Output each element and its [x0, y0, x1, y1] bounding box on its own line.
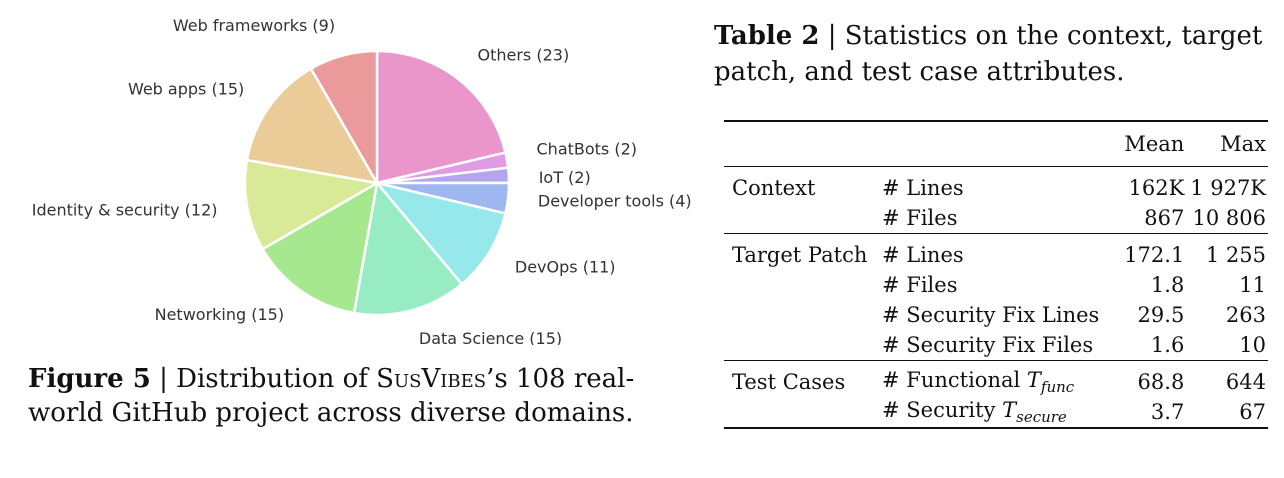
- cell-group: [724, 203, 882, 234]
- pie-slice: [375, 49, 507, 185]
- pie-slice-label: Data Science (15): [419, 329, 562, 345]
- test-set-symbol-subscript: func: [1040, 378, 1075, 397]
- cell-mean: 3.7: [1150, 400, 1185, 424]
- cell-max: 263: [1225, 303, 1266, 327]
- cell-mean: 29.5: [1137, 303, 1185, 327]
- cell-max: 10 806: [1192, 206, 1266, 230]
- cell-group: [724, 300, 882, 330]
- cell-attr: # Security Fix Lines: [882, 303, 1100, 327]
- table-header-row: Mean Max: [724, 121, 1268, 167]
- cell-group: [724, 270, 882, 300]
- pie-slice: [309, 49, 379, 185]
- pie-slice: [243, 158, 379, 251]
- cell-mean: 68.8: [1099, 360, 1185, 397]
- figure-5-caption-sep: | Distribution of: [150, 364, 377, 394]
- cell-max: 10: [1239, 333, 1266, 357]
- pie-slice: [245, 67, 379, 185]
- test-set-symbol-subscript: secure: [1016, 408, 1067, 427]
- cell-max: 11: [1239, 273, 1266, 297]
- cell-attr: # Files: [882, 206, 958, 230]
- cell-mean: 162K: [1099, 166, 1185, 203]
- test-set-symbol-letter: T: [1026, 367, 1041, 392]
- cell-mean: 867: [1144, 206, 1185, 230]
- table-row: Context # Lines 162K 1 927K: [724, 166, 1268, 203]
- cell-mean: 1.8: [1150, 273, 1185, 297]
- pie-slice: [261, 181, 379, 315]
- test-set-symbol-letter: T: [1002, 397, 1017, 422]
- cell-group: Context: [724, 166, 882, 203]
- figure-5-caption: Figure 5 | Distribution of SusVibes’s 10…: [28, 362, 698, 430]
- table-2-caption-text: | Statistics on the context, target patc…: [714, 21, 1263, 87]
- table-row: Target Patch # Lines 172.1 1 255: [724, 233, 1268, 270]
- pie-slice: [352, 181, 464, 317]
- pie-slice: [375, 181, 507, 286]
- table-2-caption: Table 2 | Statistics on the context, tar…: [714, 18, 1274, 90]
- cell-attr: # Lines: [882, 233, 1100, 270]
- cell-attr: # Security Tsecure: [882, 397, 1099, 428]
- pie-slice-label: Others (23): [478, 45, 570, 64]
- table-2-label: Table 2: [714, 21, 820, 51]
- cell-attr: # Lines: [882, 166, 1100, 203]
- cell-group: [724, 330, 882, 361]
- cell-mean: 172.1: [1099, 233, 1185, 270]
- cell-max: 644: [1184, 360, 1268, 397]
- test-set-symbol: Tsecure: [1002, 397, 1067, 426]
- cell-attr: # Functional Tfunc: [882, 360, 1100, 397]
- test-set-symbol: Tfunc: [1026, 367, 1074, 396]
- header-cell-attr: [882, 121, 1099, 167]
- pie-slice-label: Identity & security (12): [32, 201, 218, 220]
- header-cell-group: [724, 121, 882, 167]
- table-row: Test Cases # Functional Tfunc 68.8 644: [724, 360, 1268, 397]
- pie-slice-label: Web frameworks (9): [173, 16, 335, 35]
- cell-group: Target Patch: [724, 233, 882, 270]
- figure-5-caption-name: SusVibes: [376, 364, 487, 394]
- table-row: # Files 1.8 11: [724, 270, 1268, 300]
- header-cell-max: Max: [1220, 132, 1266, 156]
- cell-attr-text: # Security: [882, 397, 1003, 422]
- pie-slice-label: ChatBots (2): [537, 139, 638, 158]
- table-2-statistics: Mean Max Context # Lines 162K 1 927K # F…: [724, 120, 1268, 429]
- cell-attr: # Security Fix Files: [882, 333, 1094, 357]
- cell-mean: 1.6: [1150, 333, 1185, 357]
- figure-5-label: Figure 5: [28, 364, 151, 394]
- pie-chart-svg: Others (23) ChatBots (2) IoT (2) Developer …: [32, 16, 692, 345]
- pie-slice-label: Networking (15): [155, 305, 284, 324]
- pie-slice-label: IoT (2): [539, 168, 591, 187]
- table-row: # Files 867 10 806: [724, 203, 1268, 234]
- cell-group: Test Cases: [724, 360, 882, 397]
- figure-5-caption-rest: ’s 108 real-world GitHub project across …: [28, 364, 635, 428]
- cell-max: 1 255: [1184, 233, 1268, 270]
- table-row: # Security Tsecure 3.7 67: [724, 397, 1268, 428]
- cell-max: 1 927K: [1184, 166, 1268, 203]
- pie-slice-label: Web apps (15): [128, 80, 244, 99]
- cell-max: 67: [1239, 400, 1266, 424]
- header-cell-mean: Mean: [1124, 132, 1185, 156]
- cell-attr: # Files: [882, 273, 958, 297]
- table-row: # Security Fix Lines 29.5 263: [724, 300, 1268, 330]
- pie-slice-label: Developer tools (4): [538, 191, 692, 210]
- pie-slice-label: DevOps (11): [515, 258, 616, 277]
- cell-attr-text: # Functional: [882, 367, 1027, 392]
- cell-group: [724, 397, 882, 428]
- figure-5-pie-chart: Others (23) ChatBots (2) IoT (2) Developer …: [0, 0, 700, 345]
- table-row: # Security Fix Files 1.6 10: [724, 330, 1268, 361]
